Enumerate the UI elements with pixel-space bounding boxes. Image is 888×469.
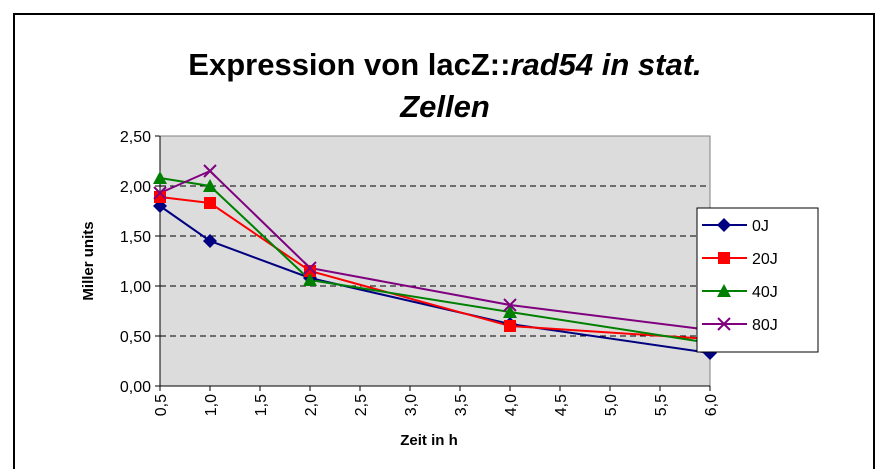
marker — [303, 261, 317, 275]
legend-label: 80J — [752, 317, 778, 334]
x-tick-label: 3,0 — [403, 394, 420, 416]
y-tick-label: 2,00 — [120, 179, 151, 196]
x-tick-label: 3,5 — [453, 394, 470, 416]
y-tick-label: 1,50 — [120, 229, 151, 246]
x-axis-label: Zeit in h — [400, 432, 458, 449]
marker — [203, 234, 217, 248]
marker — [503, 305, 517, 318]
y-tick-label: 1,00 — [120, 279, 151, 296]
title-part: Expression von lacZ:: — [188, 47, 510, 82]
marker — [204, 197, 216, 209]
x-tick-label: 1,5 — [253, 394, 270, 416]
marker — [154, 191, 166, 203]
legend-label: 40J — [752, 284, 778, 301]
legend-label: 0J — [752, 218, 769, 235]
x-tick-label: 5,5 — [653, 394, 670, 416]
x-tick-label: 5,0 — [603, 394, 620, 416]
x-tick-label: 6,0 — [703, 394, 720, 416]
chart-title: Expression von lacZ::rad54 in stat. — [188, 47, 701, 82]
y-tick-label: 2,50 — [120, 129, 151, 146]
x-tick-label: 0,5 — [153, 394, 170, 416]
marker — [153, 171, 167, 184]
plot-area — [160, 136, 710, 386]
x-tick-label: 1,0 — [203, 394, 220, 416]
y-axis-label: Miller units — [80, 221, 97, 300]
marker — [303, 273, 317, 286]
x-tick-label: 2,0 — [303, 394, 320, 416]
legend-label: 20J — [752, 251, 778, 268]
legend — [696, 207, 819, 353]
marker — [203, 179, 217, 192]
x-tick-label: 2,5 — [353, 394, 370, 416]
x-tick-label: 4,5 — [553, 394, 570, 416]
marker — [304, 265, 316, 277]
x-tick-label: 4,0 — [503, 394, 520, 416]
marker — [717, 284, 731, 297]
y-tick-label: 0,00 — [120, 379, 151, 396]
title-line: Zellen — [399, 89, 490, 124]
marker — [717, 218, 731, 232]
marker — [718, 252, 730, 264]
marker — [153, 186, 167, 200]
y-tick-label: 0,50 — [120, 329, 151, 346]
marker — [203, 164, 217, 178]
marker — [503, 298, 517, 312]
marker — [717, 317, 731, 331]
marker — [504, 320, 516, 332]
title-part: rad54 in stat. — [510, 47, 701, 82]
